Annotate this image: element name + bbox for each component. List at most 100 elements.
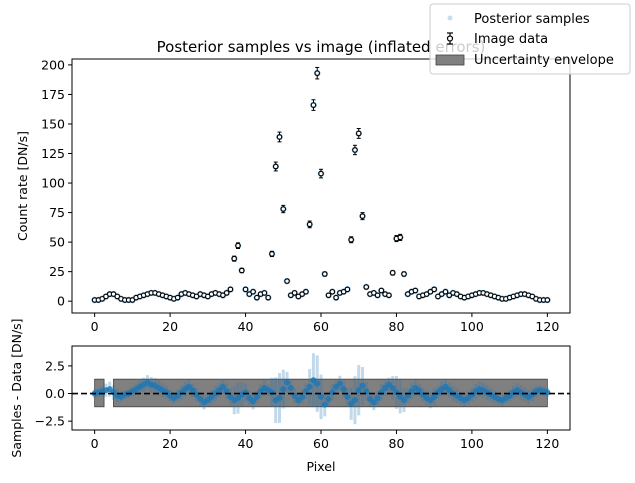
image-data-point: [438, 291, 445, 297]
image-data-point: [303, 288, 309, 295]
residual-sample-point: [299, 389, 306, 405]
posterior-panel: 0 20 40 60 80 100 120 0 25 50 75 100 125 150 175 200 P…: [15, 38, 571, 334]
posterior-x-tick-label-6: 120: [535, 319, 559, 334]
posterior-y-tick-label-8: 200: [41, 57, 65, 72]
residual-y-tick-label-2: 2.5: [45, 358, 65, 373]
image-data-point: [276, 131, 283, 143]
image-data-point: [250, 288, 256, 295]
image-data-point: [544, 297, 551, 303]
image-data-point: [261, 290, 268, 296]
residual-x-label: Pixel: [307, 459, 336, 474]
image-data-point: [280, 204, 287, 214]
posterior-y-tick-label-5: 125: [41, 146, 65, 161]
image-data-point: [355, 128, 362, 139]
image-data-point: [167, 294, 173, 301]
residual-sample-point: [306, 368, 313, 405]
posterior-y-tick-label-0: 0: [57, 294, 65, 309]
residual-x-tick-label-1: 20: [162, 436, 178, 451]
image-data-layer: [91, 66, 551, 303]
legend-data-label: Image data: [474, 32, 548, 47]
residual-sample-point: [189, 383, 196, 398]
image-data-point: [318, 168, 324, 179]
image-data-point: [231, 255, 237, 262]
image-data-point: [374, 292, 381, 299]
image-data-point: [239, 267, 245, 274]
residual-sample-point: [250, 393, 257, 410]
residual-sample-point: [359, 367, 366, 405]
image-data-point: [182, 290, 188, 296]
posterior-x-ticks: 0 20 40 60 80 100 120: [91, 313, 559, 334]
residual-x-tick-label-6: 120: [535, 436, 559, 451]
image-data-point: [499, 296, 505, 302]
posterior-y-tick-label-3: 75: [49, 205, 65, 220]
residual-x-tick-label-3: 60: [313, 436, 329, 451]
residual-sample-point: [314, 355, 321, 412]
image-data-point: [431, 286, 437, 293]
residual-sample-point: [401, 388, 407, 412]
posterior-x-tick-label-4: 80: [389, 319, 405, 334]
residual-x-ticks: 0 20 40 60 80 100 120: [91, 430, 559, 451]
image-data-point: [389, 270, 396, 276]
residual-sample-point: [276, 373, 283, 423]
legend-envelope-swatch: [435, 54, 465, 66]
legend-envelope-label: Uncertainty envelope: [474, 53, 614, 68]
posterior-x-tick-label-0: 0: [91, 319, 99, 334]
posterior-x-tick-label-5: 100: [460, 319, 484, 334]
image-data-point: [227, 286, 234, 293]
image-data-point: [427, 288, 434, 295]
residual-sample-point: [287, 381, 294, 395]
image-data-point: [284, 278, 290, 284]
image-data-point: [254, 294, 260, 301]
image-data-point: [122, 297, 128, 303]
image-data-point: [129, 297, 136, 303]
posterior-x-tick-label-3: 60: [313, 319, 329, 334]
residual-x-tick-label-4: 80: [389, 436, 405, 451]
image-data-point: [159, 292, 166, 299]
residual-sample-point: [389, 376, 396, 400]
residual-sample-point: [374, 390, 381, 405]
residual-sample-point: [370, 394, 377, 411]
posterior-y-tick-label-1: 25: [49, 264, 65, 279]
image-data-point: [540, 297, 547, 303]
image-data-point: [401, 271, 407, 277]
posterior-plot-area: [72, 59, 570, 313]
residual-sample-point: [318, 374, 324, 420]
image-data-point: [363, 284, 370, 290]
image-data-point: [242, 286, 249, 293]
legend: Posterior samples Image data Uncertainty…: [429, 3, 631, 75]
image-data-point: [118, 296, 124, 302]
residual-sample-point: [431, 388, 438, 406]
image-data-point: [476, 290, 483, 296]
image-data-point: [152, 290, 158, 296]
image-data-point: [344, 286, 351, 293]
residual-sample-point: [416, 383, 423, 397]
posterior-y-tick-label-4: 100: [41, 176, 65, 191]
residual-x-tick-label-0: 0: [91, 436, 99, 451]
residual-sample-point: [253, 390, 260, 403]
legend-samples-marker: [447, 15, 453, 21]
image-data-point: [325, 292, 332, 299]
posterior-x-tick-label-2: 40: [238, 319, 254, 334]
residual-sample-point: [325, 392, 332, 407]
residual-sample-point: [340, 381, 347, 398]
image-data-point: [103, 293, 109, 300]
posterior-y-label: Count rate [DN/s]: [15, 131, 30, 241]
residual-sample-point: [280, 369, 287, 409]
image-data-point: [329, 288, 336, 295]
residual-x-tick-label-2: 40: [238, 436, 254, 451]
image-data-point: [348, 236, 354, 244]
legend-samples-label: Posterior samples: [474, 12, 590, 27]
image-data-point: [288, 292, 294, 299]
image-data-point: [371, 290, 377, 296]
image-data-point: [265, 294, 271, 301]
image-data-point: [537, 297, 543, 303]
residual-panel: 0 20 40 60 80 100 120 −2.5 0.0 2.5 Pixel Samples…: [9, 318, 571, 474]
residual-samples-layer: [91, 353, 551, 425]
image-data-point: [291, 290, 298, 296]
image-data-point: [235, 242, 241, 249]
legend-data-marker: [446, 32, 454, 45]
posterior-y-ticks: 0 25 50 75 100 125 150 175 200: [41, 57, 72, 309]
posterior-y-tick-label-6: 150: [41, 116, 65, 131]
residual-sample-point: [355, 365, 362, 416]
image-data-point: [397, 233, 403, 241]
